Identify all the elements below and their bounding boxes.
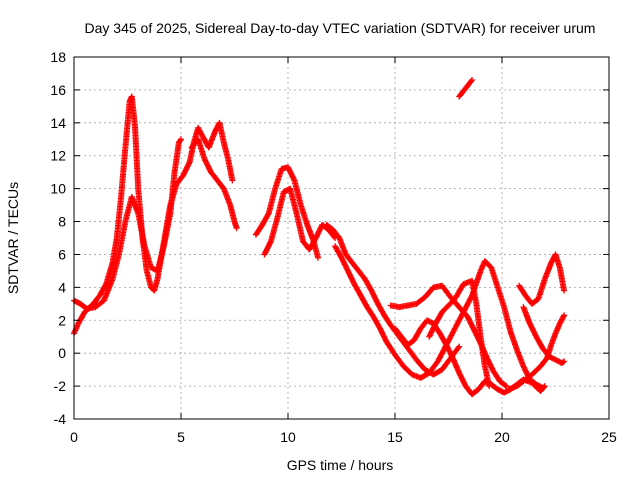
y-tick-label: -2 — [54, 378, 67, 394]
data-point — [468, 78, 475, 85]
data-point — [265, 211, 272, 218]
series-track-j — [426, 277, 493, 390]
data-point — [177, 137, 184, 144]
data-points — [71, 77, 568, 398]
data-point — [561, 287, 568, 294]
data-point — [502, 382, 509, 389]
data-point — [233, 225, 240, 232]
chart-title: Day 345 of 2025, Sidereal Day-to-day VTE… — [85, 20, 596, 36]
x-tick-label: 5 — [177, 429, 185, 445]
plot-frame — [73, 56, 610, 420]
series-track-h — [392, 317, 548, 398]
series-track-c — [188, 136, 240, 232]
series-track-m — [520, 304, 568, 367]
y-tick-label: 8 — [58, 214, 66, 230]
data-point — [561, 358, 568, 365]
series-track-b — [71, 136, 184, 312]
data-point — [314, 254, 321, 261]
y-tick-label: 6 — [58, 246, 66, 262]
series-track-k — [505, 312, 568, 393]
series-track-n — [456, 77, 476, 100]
y-tick-label: 16 — [50, 82, 66, 98]
axis-ticks: 0 5 10 15 20 25 -4 -2 0 2 4 6 8 10 12 14 16 18 — [50, 49, 617, 445]
data-point — [486, 383, 493, 390]
data-point — [455, 344, 462, 351]
series-track-d — [252, 164, 321, 261]
data-point — [559, 359, 566, 366]
data-point — [503, 383, 510, 390]
y-tick-label: 18 — [50, 49, 66, 65]
data-point — [561, 312, 568, 319]
x-tick-label: 15 — [387, 429, 403, 445]
x-tick-label: 10 — [280, 429, 296, 445]
series-track-a — [71, 93, 236, 337]
y-tick-label: 4 — [58, 279, 66, 295]
data-point — [469, 77, 476, 84]
data-point — [540, 384, 547, 391]
x-tick-label: 20 — [494, 429, 510, 445]
y-tick-label: -4 — [54, 411, 67, 427]
y-tick-label: 2 — [58, 312, 66, 328]
x-axis-label: GPS time / hours — [287, 457, 394, 473]
data-point — [541, 383, 548, 390]
series-track-l — [516, 251, 568, 307]
y-tick-label: 14 — [50, 115, 66, 131]
x-tick-label: 0 — [70, 429, 78, 445]
data-point — [229, 177, 236, 184]
series-track-e — [261, 185, 339, 258]
y-axis-label: SDTVAR / TECUs — [5, 182, 21, 294]
y-tick-label: 12 — [50, 148, 66, 164]
data-point — [178, 136, 184, 143]
y-tick-label: 10 — [50, 181, 66, 197]
x-tick-label: 25 — [601, 429, 617, 445]
data-point — [456, 343, 463, 350]
y-tick-label: 0 — [58, 345, 66, 361]
